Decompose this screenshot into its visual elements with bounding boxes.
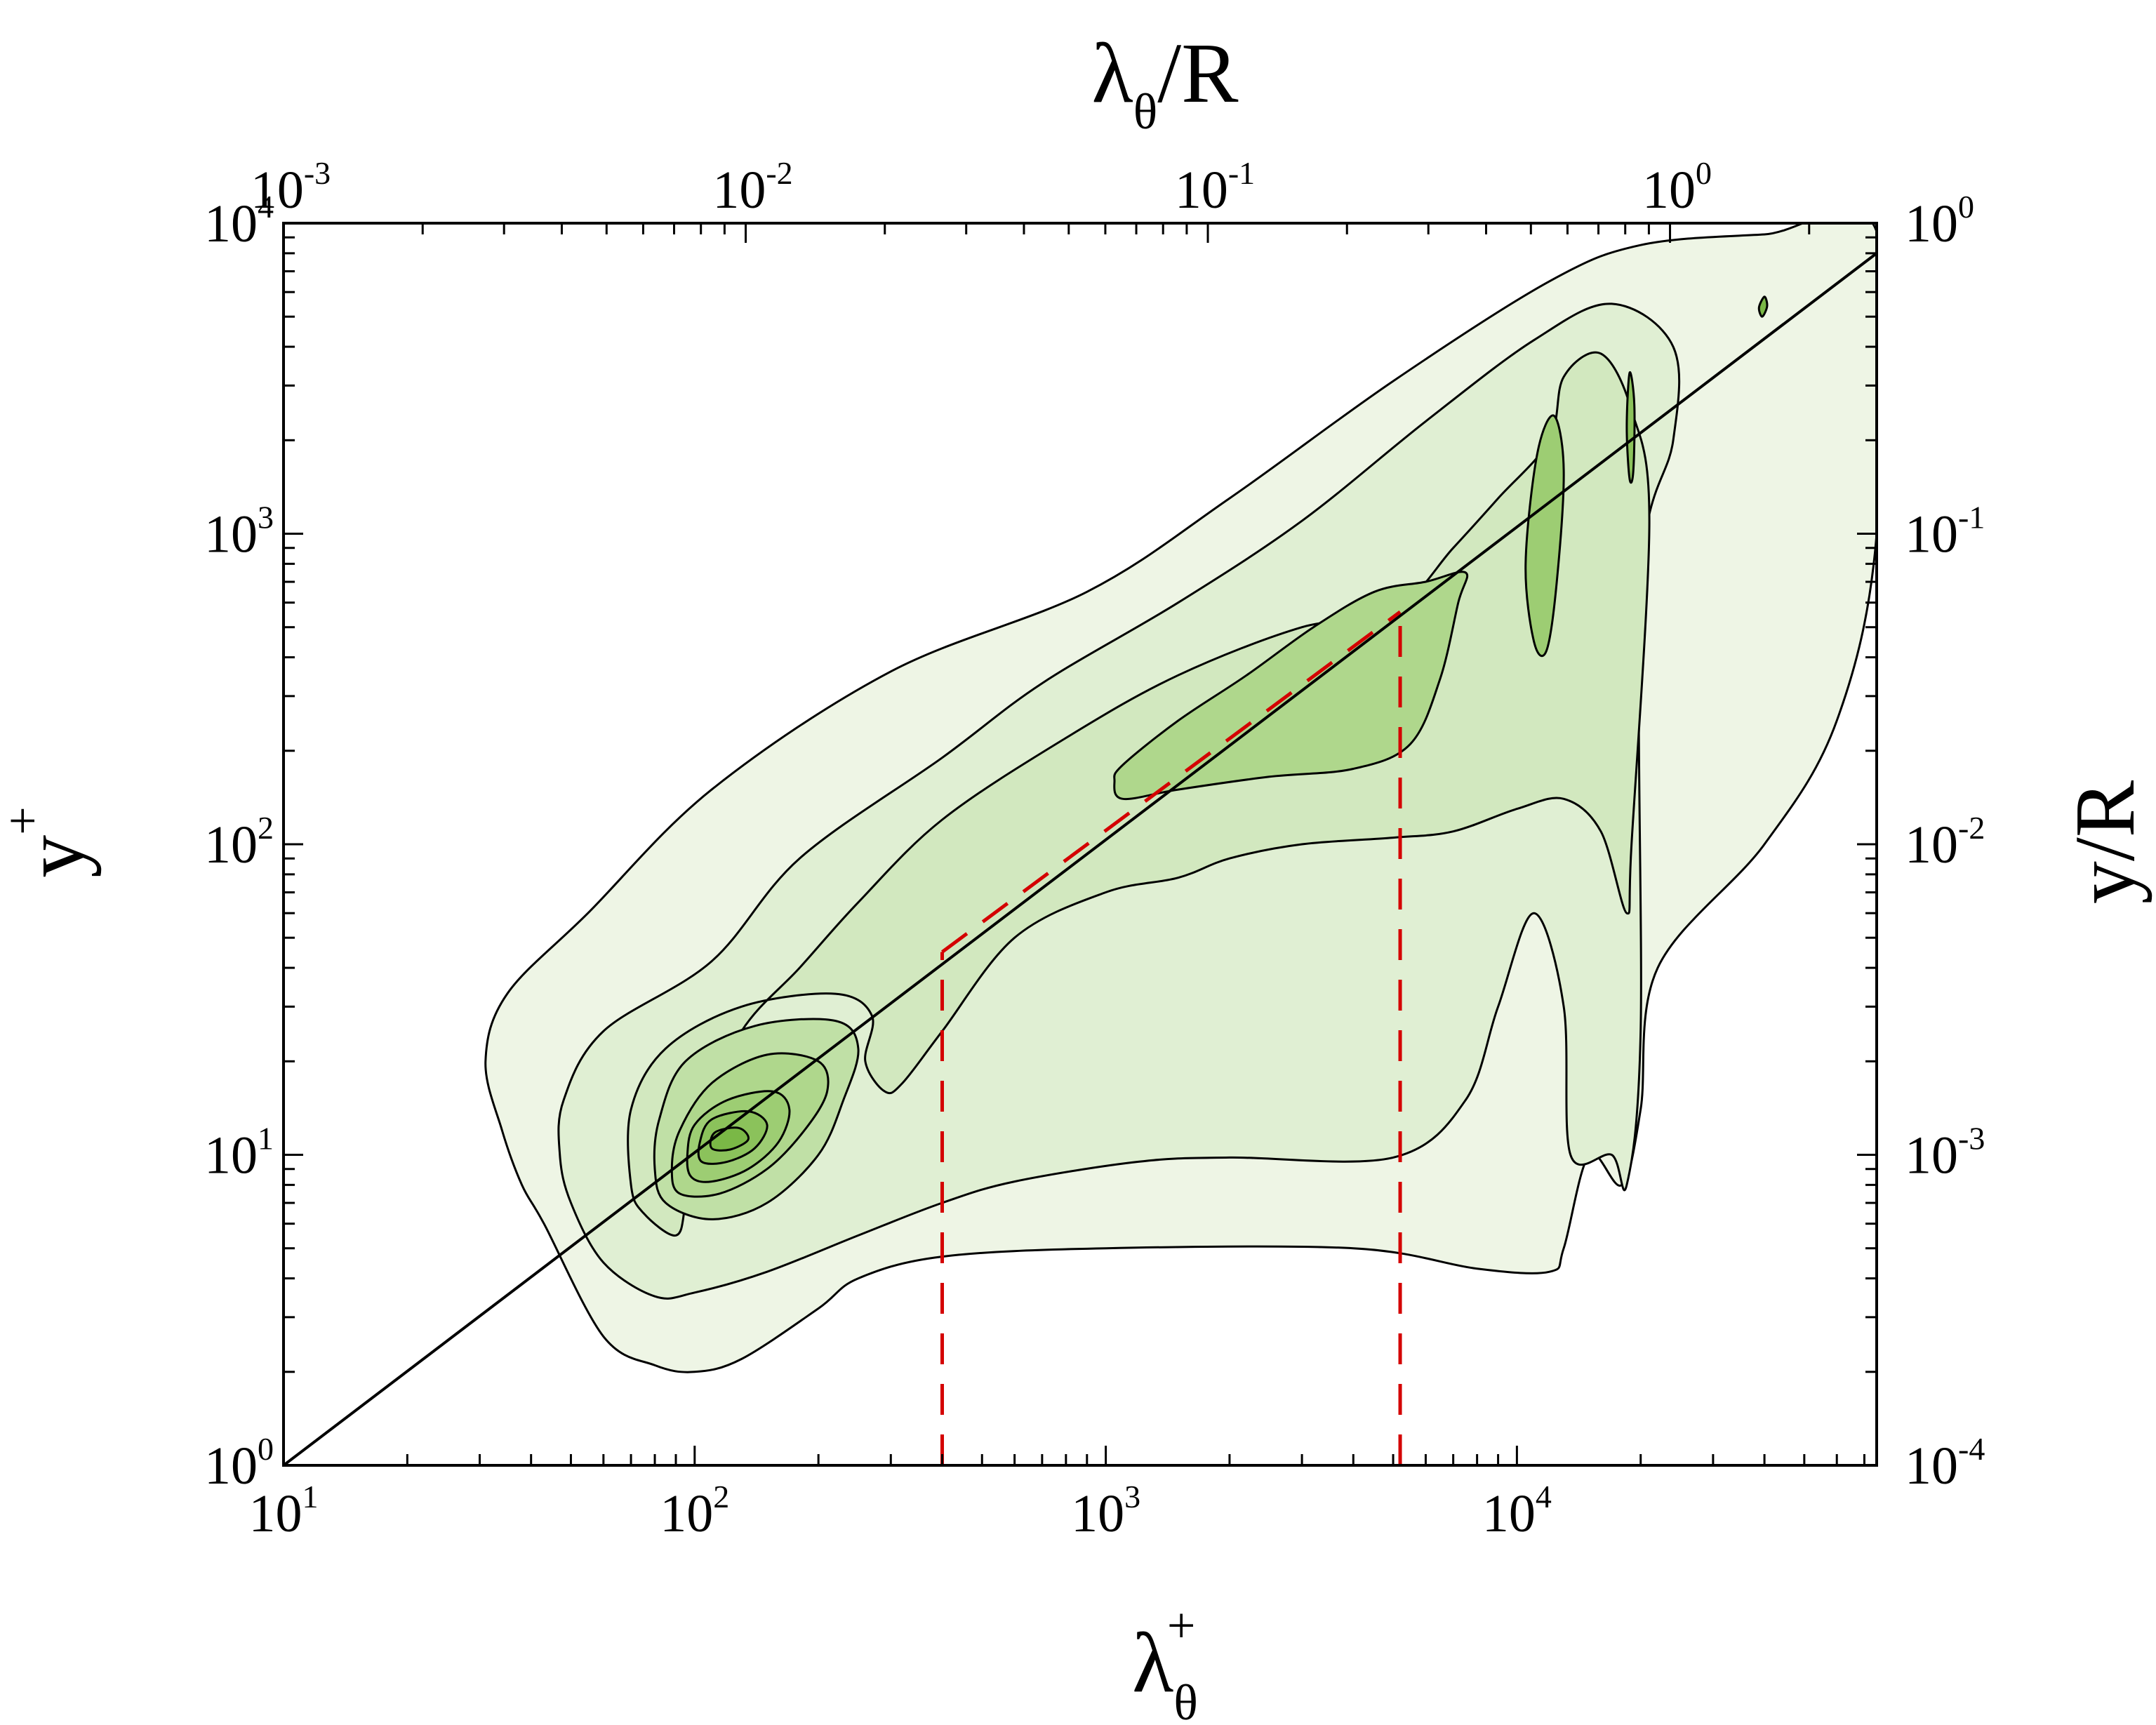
diagonal-reference-line (284, 252, 1877, 1465)
top-x-tick-label: 10-2 (712, 155, 792, 220)
top-x-tick-label: 10-3 (251, 155, 331, 220)
tick-label-base: 10 (1905, 815, 1958, 874)
y-tick-label: 101 (204, 1121, 274, 1185)
tick-label-exponent: -1 (1958, 500, 1985, 535)
right-y-tick-label: 10-4 (1905, 1431, 1985, 1496)
tick-label-base: 10 (204, 1126, 258, 1185)
tick-label-base: 10 (1905, 1437, 1958, 1496)
tick-label-exponent: 3 (258, 500, 274, 535)
top-axis-title: λθ/R (1092, 26, 1239, 140)
tick-label-base: 10 (1905, 194, 1958, 253)
top-x-tick-label: 100 (1642, 155, 1712, 220)
dashed-line-diagonal-segment (940, 610, 1402, 954)
x-tick-label: 104 (1482, 1479, 1552, 1543)
tick-label-base: 10 (204, 194, 258, 253)
contour-level-6-region-6 (1524, 414, 1565, 658)
tick-label-base: 10 (204, 505, 258, 564)
tick-label-exponent: -2 (766, 155, 792, 191)
tick-label-exponent: 4 (258, 189, 274, 225)
tick-label-base: 10 (712, 161, 766, 220)
x-tick-label: 101 (249, 1479, 319, 1543)
tick-label-exponent: -4 (1958, 1431, 1985, 1467)
tick-label-exponent: 0 (1696, 155, 1712, 191)
tick-label-base: 10 (1175, 161, 1228, 220)
tick-label-base: 10 (249, 1484, 302, 1543)
right-y-tick-label: 10-1 (1905, 500, 1985, 564)
tick-label-exponent: -3 (304, 155, 331, 191)
right-y-tick-label: 10-2 (1905, 810, 1985, 874)
x-tick-label: 103 (1071, 1479, 1140, 1543)
tick-label-base: 10 (660, 1484, 713, 1543)
contour-level-8-region-11 (1757, 295, 1769, 318)
tick-label-exponent: 2 (258, 810, 274, 846)
tick-label-exponent: 2 (713, 1479, 729, 1514)
tick-label-base: 10 (1071, 1484, 1124, 1543)
tick-label-exponent: 4 (1536, 1479, 1552, 1514)
tick-label-exponent: -2 (1958, 810, 1985, 846)
tick-label-exponent: 1 (302, 1479, 319, 1514)
tick-label-base: 10 (1905, 505, 1958, 564)
line-layer (284, 252, 1877, 1465)
top-x-tick-label: 10-1 (1175, 155, 1255, 220)
contour-level-7-region-9 (1625, 371, 1636, 484)
tick-label-base: 10 (1905, 1126, 1958, 1185)
right-y-tick-label: 10-3 (1905, 1121, 1985, 1185)
y-tick-label: 102 (204, 810, 274, 874)
tick-label-exponent: -1 (1228, 155, 1255, 191)
tick-label-exponent: 3 (1124, 1479, 1140, 1514)
y-tick-label: 104 (204, 189, 274, 253)
tick-label-base: 10 (204, 1437, 258, 1496)
tick-label-exponent: 0 (258, 1431, 274, 1467)
right-axis-title: y/R (2058, 780, 2152, 904)
tick-label-base: 10 (251, 161, 304, 220)
y-axis-title: y+ (0, 806, 102, 878)
tick-label-base: 10 (1482, 1484, 1536, 1543)
tick-label-base: 10 (1642, 161, 1696, 220)
tick-label-base: 10 (204, 815, 258, 874)
y-tick-label: 103 (204, 500, 274, 564)
tick-label-exponent: -3 (1958, 1121, 1985, 1157)
tick-label-exponent: 1 (258, 1121, 274, 1157)
right-y-tick-label: 100 (1905, 189, 1974, 253)
contour-layer (484, 223, 1877, 1373)
x-tick-label: 102 (660, 1479, 729, 1543)
y-tick-label: 100 (204, 1431, 274, 1496)
x-axis-title: λθ+ (1132, 1597, 1198, 1725)
tick-label-exponent: 0 (1958, 189, 1974, 225)
